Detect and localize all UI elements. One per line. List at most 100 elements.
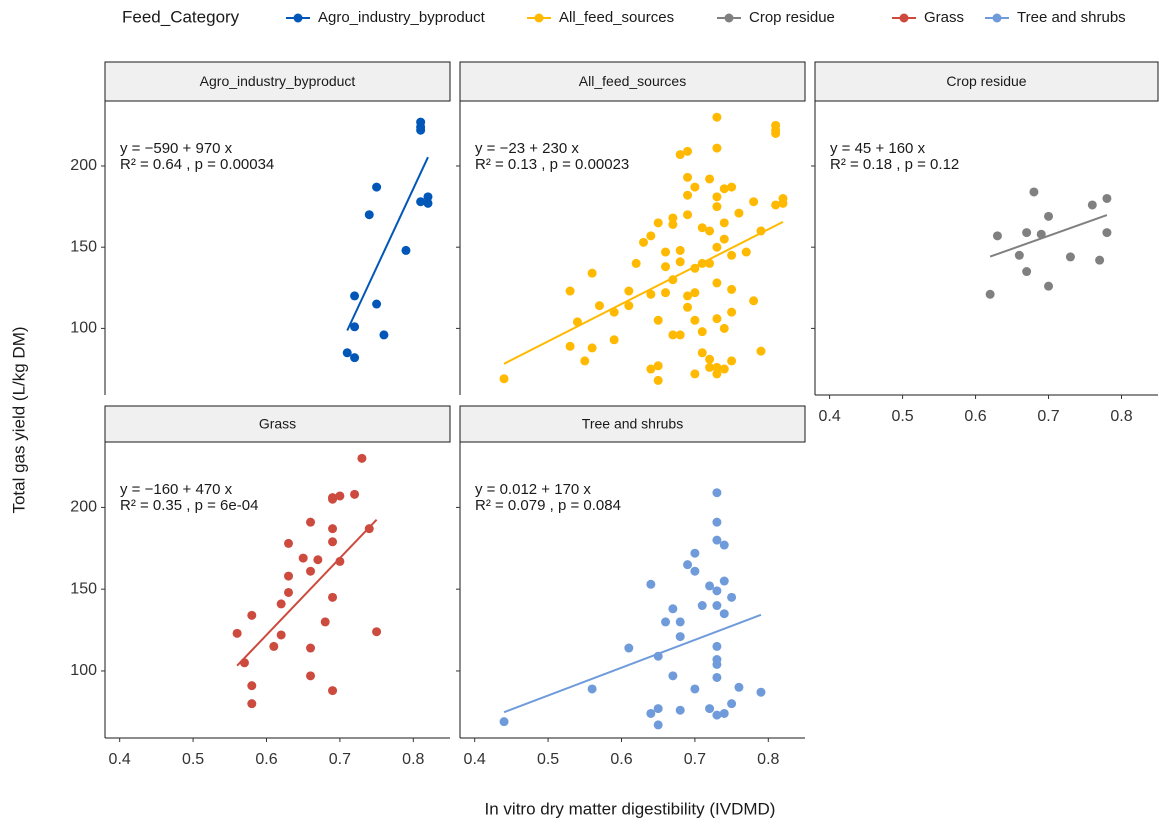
x-tick-label: 0.8 [757, 751, 779, 768]
trend-line [236, 518, 378, 667]
point [587, 343, 597, 353]
x-tick-label: 0.6 [255, 751, 277, 768]
point [712, 143, 722, 153]
legend-symbol [724, 13, 734, 23]
point [646, 708, 656, 718]
point [328, 537, 338, 547]
point [749, 197, 759, 207]
point [690, 684, 700, 694]
point [1102, 228, 1112, 238]
point [653, 218, 663, 228]
point [668, 604, 678, 614]
point [719, 218, 729, 228]
point [646, 231, 656, 241]
point [675, 705, 685, 715]
point [661, 288, 671, 298]
fit-stats: R² = 0.18 , p = 0.12 [830, 156, 959, 173]
point [697, 348, 707, 358]
x-tick-label: 0.7 [329, 751, 351, 768]
point [572, 317, 582, 327]
point [690, 548, 700, 558]
point [727, 284, 737, 294]
point [661, 247, 671, 257]
point [727, 356, 737, 366]
point [727, 250, 737, 260]
x-axis-label: In vitro dry matter digestibility (IVDMD… [485, 799, 776, 818]
y-axis-label: Total gas yield (L/kg DM) [9, 326, 28, 513]
legend-label: Crop residue [749, 9, 835, 26]
point [749, 296, 759, 306]
point [342, 348, 352, 358]
point [712, 517, 722, 527]
point [357, 453, 367, 463]
point [690, 315, 700, 325]
point [653, 361, 663, 371]
point [565, 286, 575, 296]
point [712, 362, 722, 372]
point [668, 213, 678, 223]
point [1036, 229, 1046, 239]
point [646, 289, 656, 299]
point [690, 182, 700, 192]
legend-symbol [293, 13, 303, 23]
legend-symbol [899, 13, 909, 23]
point [675, 617, 685, 627]
x-tick-label: 0.8 [402, 751, 424, 768]
point [719, 540, 729, 550]
point [269, 641, 279, 651]
point [712, 710, 722, 720]
point [705, 174, 715, 184]
trend-line [503, 613, 762, 714]
point [350, 291, 360, 301]
point [350, 322, 360, 332]
strip-label: Grass [259, 416, 296, 432]
x-tick-label: 0.7 [684, 751, 706, 768]
equation: y = −590 + 970 x [120, 140, 233, 157]
point [697, 223, 707, 233]
y-tick-label: 100 [70, 320, 97, 337]
point [734, 208, 744, 218]
point [697, 601, 707, 611]
point [705, 704, 715, 714]
point [683, 291, 693, 301]
point [668, 219, 678, 229]
point [313, 555, 323, 565]
point [727, 307, 737, 317]
point [423, 192, 433, 202]
point [1014, 250, 1024, 260]
point [328, 592, 338, 602]
x-tick-label: 0.5 [182, 751, 204, 768]
point [719, 234, 729, 244]
point [372, 627, 382, 637]
fit-stats: R² = 0.35 , p = 6e-04 [120, 497, 258, 514]
point [350, 489, 360, 499]
point [646, 579, 656, 589]
point [646, 364, 656, 374]
point [306, 643, 316, 653]
point [624, 643, 634, 653]
point [985, 289, 995, 299]
point [416, 125, 426, 135]
point [675, 150, 685, 160]
point [727, 699, 737, 709]
point [320, 617, 330, 627]
point [712, 601, 722, 611]
point [1102, 193, 1112, 203]
point [712, 242, 722, 252]
trend-line [346, 156, 429, 331]
point [727, 182, 737, 192]
point [712, 488, 722, 498]
legend-label: Agro_industry_byproduct [318, 9, 486, 26]
point [372, 182, 382, 192]
strip-label: Crop residue [946, 73, 1026, 89]
point [705, 581, 715, 591]
point [328, 686, 338, 696]
point [719, 576, 729, 586]
x-tick-label: 0.7 [1037, 408, 1059, 425]
point [328, 524, 338, 534]
point [734, 682, 744, 692]
point [712, 369, 722, 379]
point [719, 184, 729, 194]
point [712, 659, 722, 669]
